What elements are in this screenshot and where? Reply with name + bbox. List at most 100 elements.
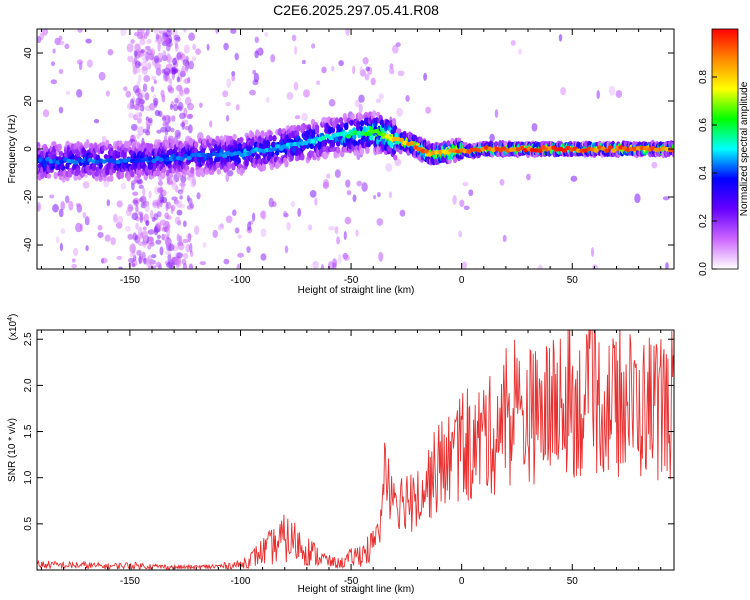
spectrum-speckle: [141, 61, 148, 69]
spectrum-speckle: [157, 52, 163, 59]
spectrum-speckle: [405, 94, 410, 102]
spectrum-speckle: [494, 109, 499, 118]
x-tick-label: 50: [567, 275, 579, 286]
spectrum-speckle: [142, 83, 148, 93]
spectrum-speckle: [231, 209, 237, 216]
spectrum-speckle: [154, 62, 162, 70]
spectrum-speckle: [150, 86, 155, 93]
spectrum-speckle: [196, 192, 201, 200]
x-tick-label: 0: [459, 275, 465, 286]
spectrum-speckle: [155, 239, 162, 245]
spectrum-speckle: [225, 101, 231, 107]
spectrum-core: [384, 134, 390, 139]
spectrum-blob: [65, 162, 70, 170]
spectrum-speckle: [132, 85, 140, 94]
spectrum-speckle: [338, 60, 344, 67]
spectrum-core: [536, 148, 543, 153]
spectrum-blob: [322, 138, 328, 147]
snr-multiplier-close: ): [8, 314, 19, 317]
snr-ylabel: SNR (10 * v/v): [7, 418, 18, 482]
spectrum-speckle: [344, 216, 352, 225]
spectrum-speckle: [336, 236, 341, 245]
spectrum-speckle: [178, 235, 183, 243]
spectrum-blob: [176, 172, 182, 178]
spectrum-core: [179, 156, 185, 161]
spectrum-speckle: [185, 55, 189, 62]
spectrum-core: [271, 147, 277, 152]
spectrum-speckle: [236, 263, 241, 269]
spectrum-speckle: [156, 199, 161, 210]
spectrum-speckle: [237, 234, 242, 239]
spectrum-blob: [215, 161, 220, 169]
spectrum-core: [236, 150, 242, 156]
y-tick-label: 40: [23, 47, 34, 59]
spectrum-speckle: [183, 220, 187, 228]
spectrum-speckle: [105, 90, 110, 97]
spectrum-speckle: [246, 246, 251, 254]
spectrum-blob: [194, 141, 199, 149]
spectrum-speckle: [148, 236, 154, 242]
spectrum-speckle: [570, 175, 578, 182]
spectrum-speckle: [93, 118, 100, 124]
spectrum-speckle: [151, 216, 156, 223]
spectrum-speckle: [234, 52, 239, 61]
spectrum-blob: [58, 150, 64, 157]
spectrum-speckle: [223, 42, 229, 51]
spectrum-blob: [402, 130, 407, 139]
spectrum-blob: [309, 143, 314, 150]
spectrum-speckle: [176, 252, 183, 259]
spectrum-speckle: [378, 93, 384, 100]
spectrum-core: [278, 146, 284, 151]
spectrum-speckle: [510, 39, 516, 46]
spectrum-speckle: [651, 161, 658, 169]
spectrum-speckle: [159, 186, 163, 195]
spectrum-speckle: [147, 229, 155, 235]
spectrum-speckle: [206, 43, 210, 51]
spectrum-core: [345, 134, 351, 139]
spectrogram-blobs: [37, 29, 674, 269]
spectrum-speckle: [254, 36, 260, 44]
spectrum-blob: [365, 146, 370, 155]
spectrum-speckle: [135, 60, 141, 69]
spectrum-speckle: [68, 200, 74, 211]
spectrum-speckle: [290, 201, 296, 208]
spectrum-core: [611, 148, 617, 153]
spectrum-speckle: [391, 44, 399, 54]
spectrum-blob: [334, 117, 340, 125]
spectrum-blob: [371, 110, 377, 117]
spectrum-speckle: [364, 73, 370, 81]
spectrum-speckle: [284, 245, 289, 254]
spectrum-speckle: [129, 252, 136, 258]
spectrum-speckle: [50, 79, 57, 85]
spectrum-speckle: [260, 253, 267, 261]
spectrum-speckle: [116, 200, 123, 208]
spectrum-speckle: [110, 237, 116, 246]
spectrum-core: [83, 160, 90, 165]
spectrum-speckle: [502, 234, 507, 243]
spectrum-speckle: [71, 263, 78, 269]
spectrum-speckle: [152, 97, 159, 106]
x-tick-label: -150: [120, 275, 140, 286]
spectrum-speckle: [179, 195, 183, 200]
spectrum-speckle: [590, 247, 595, 258]
spectrum-speckle: [85, 38, 92, 44]
spectrum-speckle: [138, 255, 142, 265]
spectrum-speckle: [311, 43, 316, 49]
colorbar-tick-label: 0.2: [698, 214, 709, 228]
spectrum-speckle: [149, 48, 156, 57]
spectrum-speckle: [323, 178, 329, 188]
spectrum-speckle: [499, 178, 505, 186]
spectrum-speckle: [156, 211, 162, 218]
spectrum-speckle: [174, 97, 179, 104]
spectrum-speckle: [180, 122, 185, 128]
spectrum-speckle: [388, 67, 395, 75]
spectrum-speckle: [328, 98, 336, 107]
spectrum-blob: [215, 135, 220, 142]
spectrum-speckle: [388, 191, 393, 199]
spectrum-speckle: [153, 79, 157, 85]
spectrum-speckle: [174, 43, 179, 52]
spectrum-speckle: [180, 181, 185, 192]
spectrum-speckle: [164, 212, 170, 220]
spectrum-speckle: [160, 126, 168, 133]
spectrum-speckle: [354, 99, 361, 108]
